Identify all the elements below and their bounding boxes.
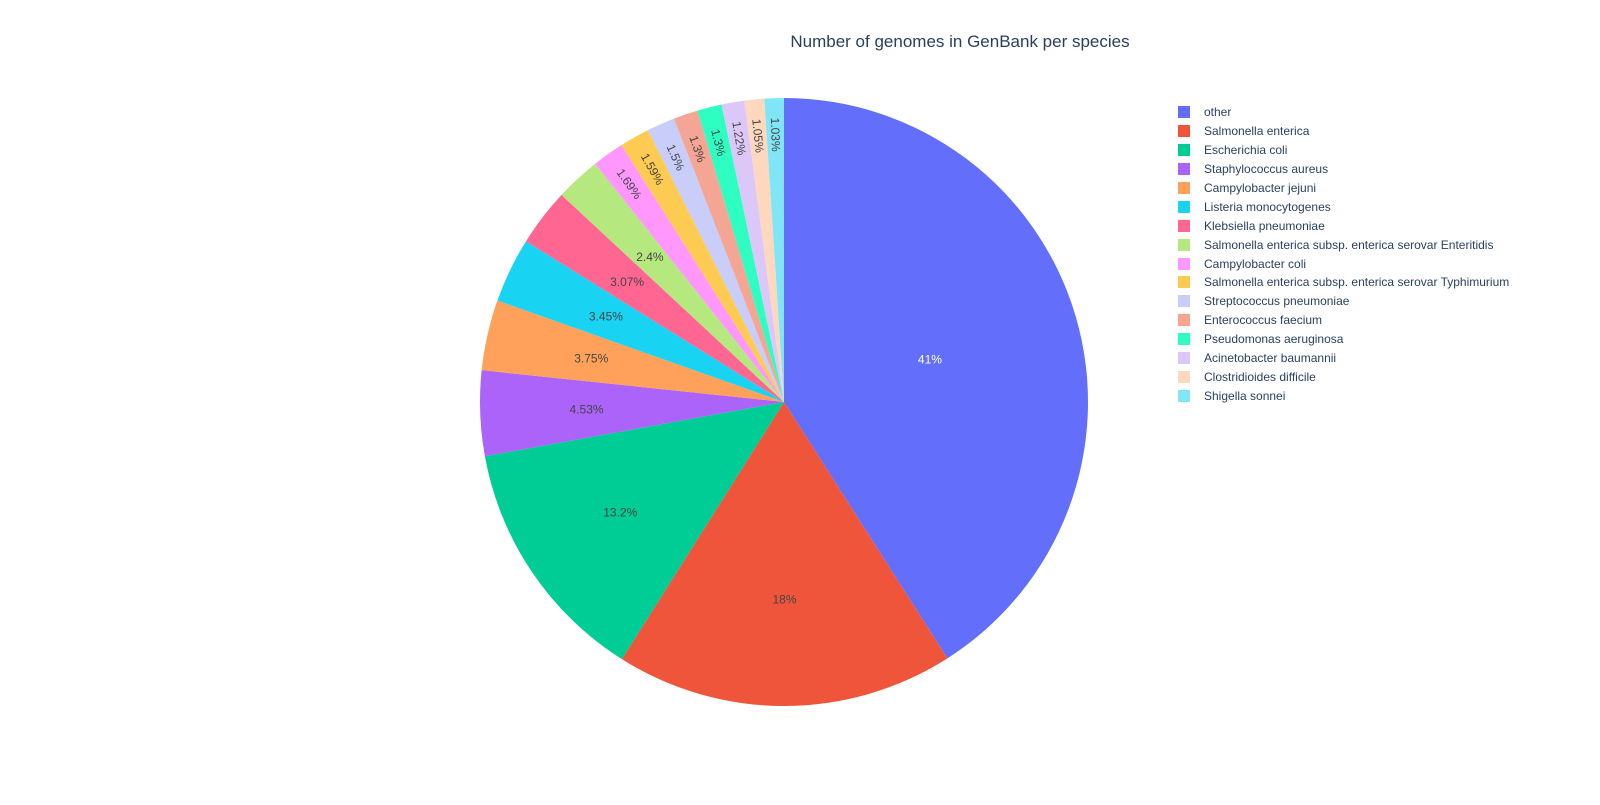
chart-title: Number of genomes in GenBank per species [790, 32, 1130, 51]
slice-label-6: 3.07% [610, 275, 644, 289]
pie-slice-10[interactable] [647, 118, 784, 402]
pie-slice-6[interactable] [525, 194, 784, 402]
pie-slice-9[interactable] [621, 130, 784, 402]
legend-swatch [1178, 276, 1190, 289]
pie-slice-12[interactable] [697, 104, 784, 402]
legend-swatch [1178, 314, 1190, 327]
slice-label-5: 3.45% [589, 309, 623, 323]
legend-label: Staphylococcus aureus [1204, 162, 1329, 177]
legend-label: Klebsiella pneumoniae [1204, 218, 1325, 233]
legend-label: Campylobacter coli [1204, 256, 1307, 271]
legend-swatch [1178, 352, 1190, 365]
legend-label: Streptococcus pneumoniae [1204, 294, 1350, 309]
legend-swatch [1178, 389, 1190, 402]
legend-label: Escherichia coli [1204, 143, 1288, 158]
legend-swatch [1178, 125, 1190, 138]
legend-swatch [1178, 370, 1190, 383]
slice-label-0: 41% [918, 352, 942, 366]
legend-item[interactable]: Pseudomonas aeruginosa [1178, 330, 1509, 349]
legend-item[interactable]: Streptococcus pneumoniae [1178, 292, 1509, 311]
legend-item[interactable]: Escherichia coli [1178, 141, 1509, 160]
slice-label-15: 1.03% [768, 117, 783, 152]
legend-label: Campylobacter jejuni [1204, 181, 1317, 195]
legend-item[interactable]: Shigella sonnei [1178, 386, 1509, 405]
legend-item[interactable]: Salmonella enterica [1178, 122, 1509, 141]
pie-slice-7[interactable] [561, 163, 784, 402]
legend-item[interactable]: Listeria monocytogenes [1178, 197, 1509, 216]
legend-label: Pseudomonas aeruginosa [1204, 332, 1344, 347]
slice-label-4: 3.75% [574, 351, 608, 365]
pie-slice-4[interactable] [481, 300, 784, 402]
legend-item[interactable]: Enterococcus faecium [1178, 311, 1509, 330]
legend-item[interactable]: other [1178, 103, 1509, 122]
pie-slice-15[interactable] [764, 98, 784, 402]
pie-slice-13[interactable] [721, 100, 784, 402]
legend-swatch [1178, 163, 1190, 176]
legend-item[interactable]: Campylobacter coli [1178, 254, 1509, 273]
legend-swatch [1178, 295, 1190, 308]
pie-slice-14[interactable] [744, 98, 784, 402]
legend-label: Listeria monocytogenes [1204, 199, 1331, 214]
legend-swatch [1178, 333, 1190, 346]
legend-item[interactable]: Clostridioides difficile [1178, 367, 1509, 386]
legend-swatch [1178, 200, 1190, 213]
legend-label: other [1204, 105, 1232, 120]
legend-label: Clostridioides difficile [1204, 369, 1316, 384]
slice-label-12: 1.3% [708, 128, 728, 158]
slice-label-1: 18% [772, 593, 796, 607]
legend-swatch [1178, 238, 1190, 251]
legend-label: Salmonella enterica subsp. enterica sero… [1204, 237, 1494, 252]
legend-label: Shigella sonnei [1204, 388, 1286, 403]
legend: other Salmonella enterica Escherichia coli… [1178, 103, 1509, 405]
slice-label-3: 4.53% [570, 402, 604, 416]
legend-label: Salmonella enterica [1204, 124, 1310, 139]
pie-slice-8[interactable] [595, 145, 784, 402]
legend-item[interactable]: Salmonella enterica subsp. enterica sero… [1178, 273, 1509, 292]
legend-item[interactable]: Salmonella enterica subsp. enterica sero… [1178, 235, 1509, 254]
legend-item[interactable]: Campylobacter jejuni [1178, 179, 1509, 198]
legend-item[interactable]: Acinetobacter baumannii [1178, 349, 1509, 368]
slice-label-2: 13.2% [603, 506, 637, 520]
legend-label: Enterococcus faecium [1204, 313, 1323, 328]
slice-label-14: 1.05% [749, 118, 766, 154]
legend-label: Salmonella enterica subsp. enterica sero… [1204, 275, 1510, 290]
pie-slice-5[interactable] [497, 241, 784, 402]
pie-slice-3[interactable] [480, 370, 784, 457]
slice-label-7: 2.4% [636, 250, 664, 264]
pie-slice-1[interactable] [621, 402, 948, 706]
legend-item[interactable]: Staphylococcus aureus [1178, 160, 1509, 179]
legend-swatch [1178, 182, 1190, 194]
legend-swatch [1178, 106, 1190, 119]
pie-slice-2[interactable] [484, 402, 784, 660]
pie-slice-0[interactable] [784, 98, 1089, 659]
legend-swatch [1178, 257, 1190, 270]
pie-slice-11[interactable] [673, 110, 784, 403]
slice-label-13: 1.22% [729, 120, 749, 156]
legend-label: Acinetobacter baumannii [1204, 351, 1337, 366]
legend-item[interactable]: Klebsiella pneumoniae [1178, 216, 1509, 235]
legend-swatch [1178, 144, 1190, 157]
legend-swatch [1178, 219, 1190, 232]
